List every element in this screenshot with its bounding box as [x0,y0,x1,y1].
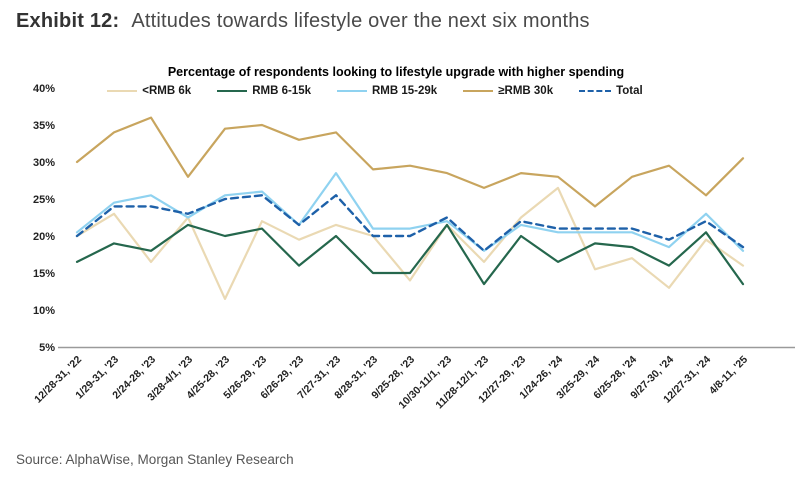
y-axis-tick-35: 35% [33,120,55,132]
x-axis-tick-0: 12/28-31, '22 [32,354,84,406]
source-note: Source: AlphaWise, Morgan Stanley Resear… [16,452,294,467]
legend-line-swatch-icon [337,90,367,92]
y-axis-tick-5: 5% [39,342,55,354]
legend-item-2: RMB 15-29k [337,85,437,97]
legend-item-3: ≥RMB 30k [463,85,553,97]
y-axis-tick-30: 30% [33,157,55,169]
legend-label: RMB 15-29k [372,85,438,97]
chart-title: Percentage of respondents looking to lif… [167,65,625,79]
legend-item-0: <RMB 6k [107,85,191,97]
legend-line-swatch-icon [217,90,248,92]
legend-label: RMB 6-15k [252,85,311,97]
legend-line-swatch-icon [463,90,494,92]
y-axis-tick-40: 40% [33,83,55,95]
chart-legend: <RMB 6k RMB 6-15k RMB 15-29k ≥RMB 30k Total [0,85,750,97]
y-axis-tick-20: 20% [33,231,55,243]
y-axis-tick-25: 25% [33,194,55,206]
y-axis-tick-10: 10% [33,305,55,317]
legend-label: <RMB 6k [142,85,192,97]
exhibit-number-label: Exhibit 12: [16,10,120,32]
exhibit-title-text: Attitudes towards lifestyle over the nex… [131,10,590,32]
series-line-2 [75,172,745,252]
legend-item-1: RMB 6-15k [217,85,311,97]
legend-line-swatch-icon [579,90,612,92]
legend-label: Total [616,85,643,97]
y-axis-tick-15: 15% [33,268,55,280]
exhibit-title: Exhibit 12: Attitudes towards lifestyle o… [16,10,590,33]
x-axis-tick-18: 4/8-11, '25 [707,354,750,397]
series-line-3 [75,116,745,208]
legend-item-4: Total [579,85,643,97]
series-line-0 [75,186,745,300]
series-line-1 [75,223,745,286]
legend-line-swatch-icon [107,90,138,92]
legend-label: ≥RMB 30k [498,85,554,97]
series-line-4 [75,194,745,253]
